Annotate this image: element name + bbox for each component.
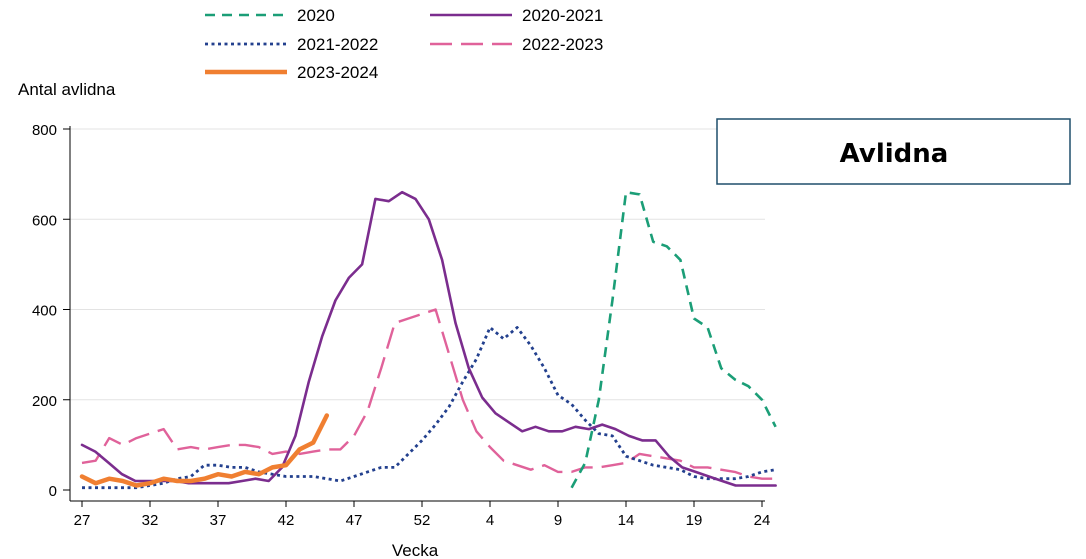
x-tick-label: 52 xyxy=(414,512,431,529)
legend: 2020 2020-2021 2021-2022 2022-2023 2023-2024 xyxy=(205,6,603,82)
x-tick-label: 42 xyxy=(278,512,295,529)
series-line-2020 xyxy=(570,190,777,489)
x-tick-label: 32 xyxy=(142,512,159,529)
axes: 0 200 400 600 800 27 32 37 42 47 52 4 9 14 19 24 xyxy=(32,122,770,529)
x-axis-title: Vecka xyxy=(392,541,439,559)
x-tick-label: 4 xyxy=(486,512,494,529)
y-tick-label: 200 xyxy=(32,393,57,410)
gridlines xyxy=(70,128,765,401)
y-tick-label: 400 xyxy=(32,303,57,320)
y-tick-label: 800 xyxy=(32,122,57,139)
x-tick-label: 19 xyxy=(686,512,703,529)
legend-label-2020-2021: 2020-2021 xyxy=(522,6,603,25)
y-axis-title: Antal avlidna xyxy=(18,80,116,99)
legend-label-2022-2023: 2022-2023 xyxy=(522,35,603,54)
x-tick-label: 37 xyxy=(210,512,227,529)
x-tick-label: 14 xyxy=(618,512,635,529)
series-line-2023-2024 xyxy=(79,413,330,488)
y-tick-label: 600 xyxy=(32,212,57,229)
panel-title-box: Avlidna xyxy=(716,118,1071,185)
series-line-2020-2021 xyxy=(80,190,777,487)
series-line-2022-2023 xyxy=(81,308,776,480)
series-lines xyxy=(79,190,777,490)
x-tick-label: 47 xyxy=(346,512,363,529)
x-tick-label: 27 xyxy=(74,512,91,529)
legend-label-2020: 2020 xyxy=(297,6,335,25)
legend-label-2021-2022: 2021-2022 xyxy=(297,35,378,54)
panel-title: Avlidna xyxy=(840,139,949,169)
legend-label-2023-2024: 2023-2024 xyxy=(297,63,378,82)
y-tick-label: 0 xyxy=(49,483,57,500)
series-line-2021-2022 xyxy=(82,326,776,490)
x-tick-label: 9 xyxy=(554,512,562,529)
x-tick-label: 24 xyxy=(754,512,771,529)
